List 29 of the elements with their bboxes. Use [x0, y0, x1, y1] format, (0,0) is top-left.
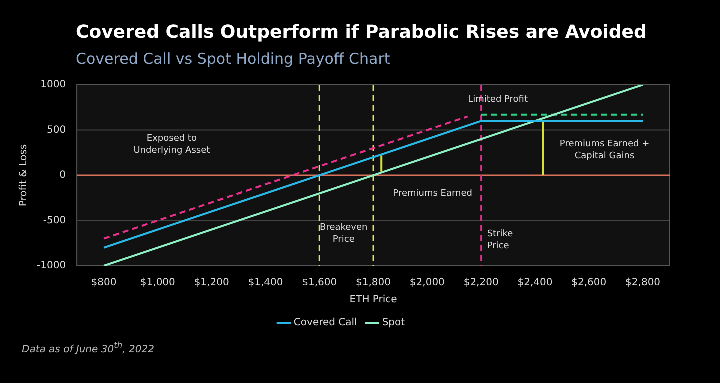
y-tick-label: -500 — [43, 215, 66, 226]
x-tick-label: $2,800 — [626, 278, 661, 289]
x-tick-label: $2,600 — [572, 278, 607, 289]
text: Data as of June 30$^{th}$, 2022 — [22, 340, 154, 356]
x-axis-title: ETH Price — [350, 294, 398, 306]
annotation: Limited Profit — [468, 94, 528, 105]
annotation: Exposed to Underlying Asset — [134, 134, 211, 156]
x-tick-label: $2,400 — [518, 278, 553, 289]
chart-subtitle: Covered Call vs Spot Holding Payoff Chart — [76, 50, 390, 68]
x-tick-label: $1,600 — [302, 278, 338, 289]
annotation: Premiums Earned — [393, 188, 472, 199]
annotation: Premiums Earned + Capital Gains — [560, 140, 650, 162]
x-tick-label: $1,000 — [140, 278, 176, 289]
y-axis-title: Profit & Loss — [18, 144, 30, 207]
chart-title: Covered Calls Outperform if Parabolic Rises are Avoided — [76, 22, 647, 43]
y-tick-label: 1000 — [40, 80, 66, 91]
annotation: Breakeven Price — [320, 222, 368, 245]
x-tick-label: $2,200 — [464, 278, 499, 289]
x-tick-label: $1,400 — [248, 278, 284, 289]
y-tick-label: -1000 — [36, 260, 66, 272]
legend-label: Covered Call — [294, 318, 358, 329]
ref-line-label: Strike Price — [487, 229, 514, 252]
legend-label: Spot — [382, 318, 406, 329]
x-tick-label: $2,000 — [410, 278, 445, 289]
x-tick-label: $1,800 — [356, 278, 392, 289]
x-tick-label: $1,200 — [194, 278, 230, 289]
x-tick-label: $800 — [91, 278, 117, 289]
y-tick-label: 500 — [46, 124, 66, 136]
y-tick-label: 0 — [60, 170, 66, 182]
